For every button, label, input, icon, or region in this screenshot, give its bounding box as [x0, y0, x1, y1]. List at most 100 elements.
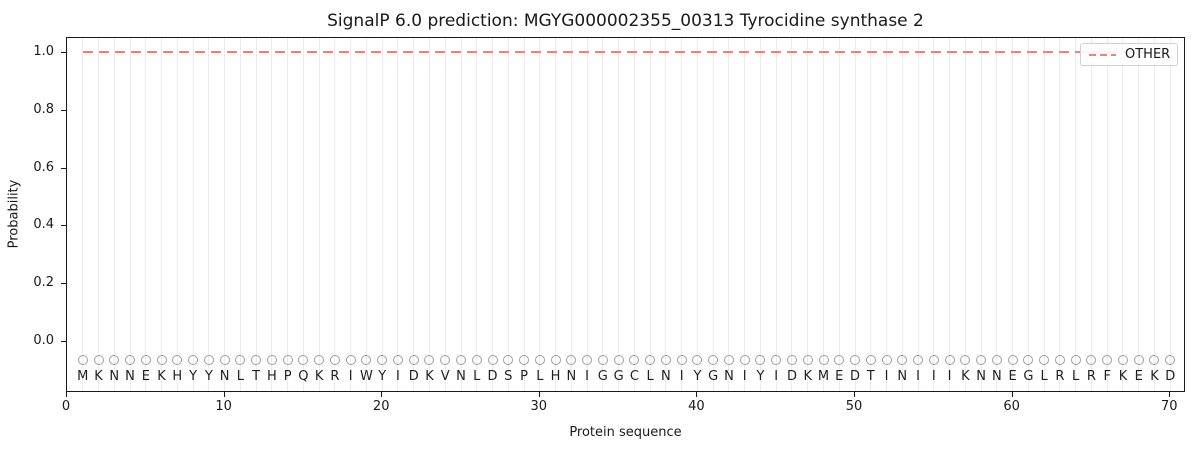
residue-letter: V — [440, 369, 450, 384]
residue-letter: H — [550, 369, 561, 384]
residue-letter: Y — [756, 369, 765, 384]
residue-letter: Q — [298, 369, 309, 384]
x-tick-mark — [223, 392, 225, 397]
residue-letter: L — [1040, 369, 1048, 384]
residue-letter: L — [1072, 369, 1080, 384]
residue-letter: L — [236, 369, 244, 384]
residue-gridline — [696, 38, 698, 391]
residue-marker-circle-icon — [392, 355, 403, 365]
residue-gridline — [145, 38, 147, 391]
residue-marker-circle-icon — [1165, 355, 1176, 365]
residue-marker-circle-icon — [266, 355, 277, 365]
residue-gridline — [255, 38, 257, 391]
residue-gridline — [1090, 38, 1092, 391]
x-tick-label: 0 — [61, 399, 71, 414]
residue-letter: K — [314, 369, 324, 384]
y-tick-label: 0.4 — [33, 217, 54, 233]
residue-letter: T — [866, 369, 875, 384]
residue-gridline — [996, 38, 998, 391]
residue-gridline — [933, 38, 935, 391]
residue-marker-circle-icon — [676, 355, 687, 365]
residue-letter: T — [252, 369, 261, 384]
legend-dashed-line-icon — [1089, 53, 1116, 56]
residue-letter: R — [330, 369, 340, 384]
residue-gridline — [444, 38, 446, 391]
residue-gridline — [428, 38, 430, 391]
residue-gridline — [413, 38, 415, 391]
residue-letter: H — [266, 369, 277, 384]
residue-marker-circle-icon — [109, 355, 120, 365]
residue-marker-circle-icon — [188, 355, 199, 365]
residue-marker-circle-icon — [613, 355, 624, 365]
residue-gridline — [1059, 38, 1061, 391]
residue-marker-circle-icon — [1070, 355, 1081, 365]
residue-letter: F — [1103, 369, 1111, 384]
y-tick-label: 1.0 — [33, 44, 54, 59]
residue-letter: K — [961, 369, 970, 384]
residue-marker-circle-icon — [739, 355, 750, 365]
residue-gridline — [964, 38, 966, 391]
residue-marker-circle-icon — [991, 355, 1002, 365]
residue-letter: L — [646, 369, 654, 384]
residue-letter: D — [408, 369, 419, 384]
residue-marker-circle-icon — [519, 355, 530, 365]
residue-gridline — [1138, 38, 1140, 391]
residue-letter: N — [456, 369, 466, 384]
x-tick-label: 40 — [688, 399, 705, 414]
residue-letter: G — [1023, 369, 1034, 384]
residue-letter: E — [1008, 369, 1017, 384]
residue-marker-circle-icon — [802, 355, 813, 365]
residue-letter: Y — [378, 369, 387, 384]
x-tick-mark — [1011, 392, 1013, 397]
residue-letter: E — [835, 369, 844, 384]
residue-letter: L — [536, 369, 544, 384]
residue-marker-circle-icon — [1102, 355, 1113, 365]
chart-title: SignalP 6.0 prediction: MGYG000002355_00… — [327, 11, 924, 31]
residue-letter: N — [219, 369, 230, 384]
residue-letter: K — [157, 369, 166, 384]
residue-marker-circle-icon — [723, 355, 734, 365]
residue-letter: H — [172, 369, 183, 384]
residue-gridline — [870, 38, 872, 391]
residue-marker-circle-icon — [456, 355, 466, 365]
residue-gridline — [381, 38, 383, 391]
residue-marker-circle-icon — [928, 355, 939, 365]
y-tick-mark — [61, 109, 66, 111]
residue-gridline — [665, 38, 667, 391]
residue-gridline — [1153, 38, 1155, 391]
y-axis-label: Probability — [6, 179, 22, 249]
residue-marker-circle-icon — [629, 355, 640, 365]
residue-gridline — [807, 38, 809, 391]
residue-marker-circle-icon — [960, 355, 971, 365]
residue-gridline — [555, 38, 557, 391]
other-probability-line — [82, 51, 1171, 53]
residue-marker-circle-icon — [597, 355, 608, 365]
residue-gridline — [633, 38, 635, 391]
y-tick-label: 0.6 — [33, 159, 54, 175]
x-tick-label: 70 — [1160, 399, 1178, 414]
residue-marker-circle-icon — [361, 355, 372, 365]
residue-marker-circle-icon — [660, 355, 671, 365]
residue-gridline — [302, 38, 304, 391]
residue-marker-circle-icon — [881, 355, 892, 365]
y-tick-label: 0.8 — [33, 101, 54, 117]
residue-letter: D — [487, 369, 498, 384]
residue-marker-circle-icon — [1023, 355, 1034, 365]
residue-marker-circle-icon — [77, 355, 88, 365]
residue-marker-circle-icon — [156, 355, 167, 365]
y-tick-mark — [61, 225, 66, 227]
residue-letter: M — [817, 369, 830, 384]
residue-letter: C — [629, 369, 639, 384]
residue-letter: Y — [204, 369, 213, 384]
residue-letter: I — [679, 369, 684, 384]
x-tick-mark — [854, 392, 856, 397]
residue-letter: R — [1086, 369, 1096, 384]
residue-letter: N — [661, 369, 671, 384]
residue-gridline — [838, 38, 840, 391]
residue-gridline — [1012, 38, 1014, 391]
residue-letter: G — [613, 369, 624, 384]
residue-gridline — [318, 38, 320, 391]
residue-gridline — [586, 38, 588, 391]
residue-letter: L — [473, 369, 481, 384]
residue-gridline — [113, 38, 115, 391]
